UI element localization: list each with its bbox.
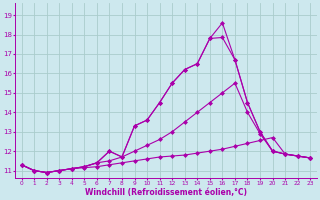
X-axis label: Windchill (Refroidissement éolien,°C): Windchill (Refroidissement éolien,°C) bbox=[85, 188, 247, 197]
